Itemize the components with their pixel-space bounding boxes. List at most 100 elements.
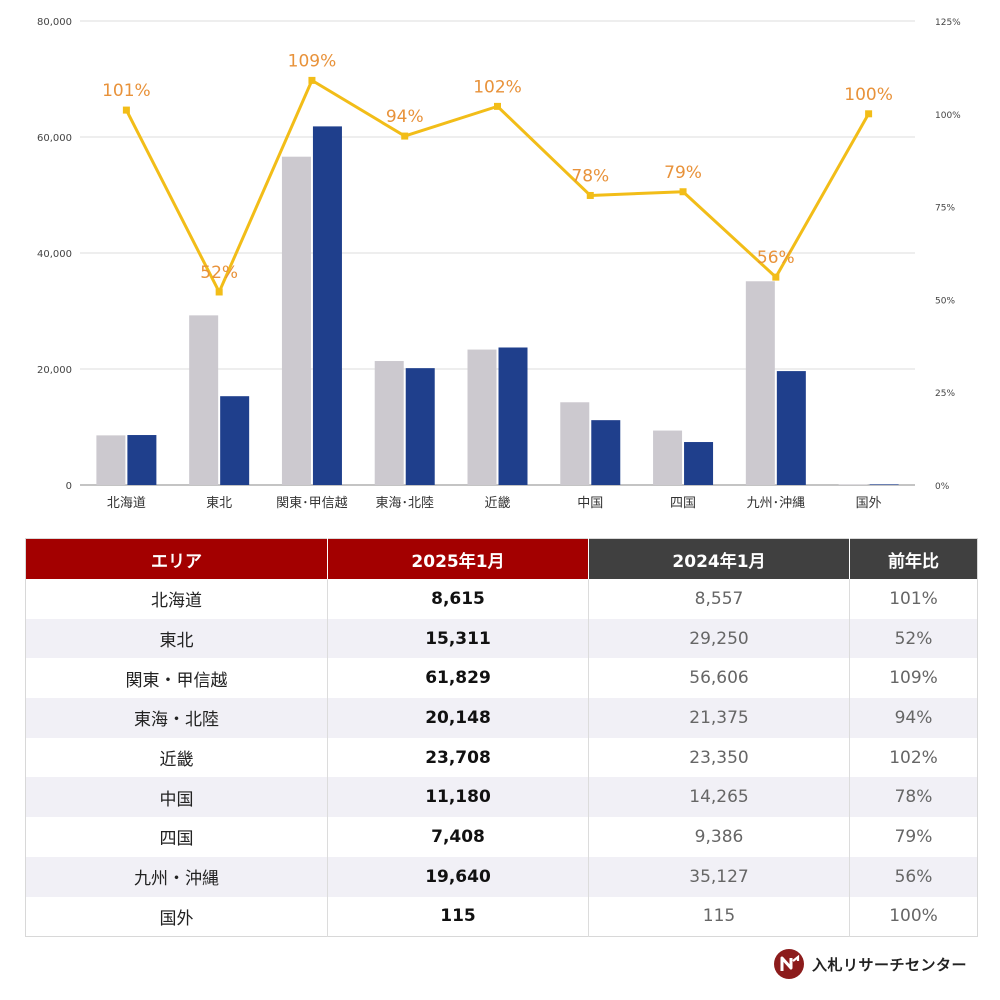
bar-line-chart: 0 20,000 40,000 60,000 80,000 0% 25% 50% 75% 100%… [37, 17, 961, 511]
cell-2025: 8,615 [327, 579, 589, 619]
yoy-point [772, 273, 780, 281]
x-tick-label: 東北 [206, 495, 232, 511]
table-row: 四国 7,408 9,386 79% [25, 817, 978, 857]
table-row: 東海・北陸 20,148 21,375 94% [25, 698, 978, 738]
yoy-point [215, 288, 223, 296]
bar-2025 [869, 484, 899, 485]
yoy-point [494, 102, 501, 110]
cell-yoy: 101% [889, 588, 938, 609]
yoy-data-label: 109% [288, 51, 337, 71]
bar-2025 [127, 435, 157, 485]
cell-2024: 14,265 [588, 777, 850, 818]
bar-2025 [684, 442, 714, 485]
bar-2025 [312, 126, 342, 486]
bar-2025 [498, 347, 528, 485]
cell-2025: 19,640 [327, 856, 589, 897]
x-tick-label: 中国 [577, 496, 603, 511]
cell-2024: 8,557 [588, 579, 850, 619]
table-row: 東北 15,311 29,250 52% [25, 618, 978, 659]
cell-2025: 11,180 [327, 777, 589, 818]
y-tick-label: 40,000 [37, 249, 72, 260]
cell-area: 関東・甲信越 [25, 658, 328, 699]
cell-2025: 7,408 [327, 817, 589, 857]
data-table: エリア 2025年1月 2024年1月 前年比 北海道 8,615 8,557 101… [25, 538, 978, 938]
cell-2024: 9,386 [588, 817, 850, 857]
bar-2025 [776, 371, 806, 485]
cell-yoy: 78% [849, 777, 978, 818]
table-row: 関東・甲信越 61,829 56,606 109% [25, 658, 978, 699]
y2-tick-label: 125% [935, 18, 961, 28]
cell-2024: 21,375 [588, 698, 850, 738]
yoy-data-label: 102% [473, 77, 522, 97]
bar-2024 [745, 281, 775, 485]
nyusatsu-logo-icon [774, 949, 804, 979]
brand-logo: 入札リサーチセンター [774, 949, 967, 979]
yoy-point [401, 132, 409, 140]
y-tick-label: 60,000 [37, 133, 72, 144]
cell-area: 近畿 [25, 737, 328, 778]
bar-2025 [591, 420, 621, 485]
y2-tick-label: 25% [935, 389, 955, 399]
x-tick-label: 四国 [670, 496, 696, 511]
x-tick-label: 九州･沖縄 [747, 496, 806, 511]
table-row: 北海道 8,615 8,557 101% [25, 579, 978, 619]
yoy-data-label: 79% [664, 163, 702, 183]
yoy-data-label: 78% [571, 166, 609, 186]
bar-2024 [653, 430, 683, 485]
table-row: 国外 115 115 100% [25, 896, 978, 937]
yoy-data-label: 52% [200, 263, 238, 283]
logo-text: 入札リサーチセンター [812, 955, 968, 974]
cell-area: 東北 [25, 618, 328, 659]
yoy-point [865, 110, 873, 118]
y2-tick-label: 75% [935, 204, 955, 214]
cell-area: 九州・沖縄 [25, 856, 328, 897]
x-tick-label: 東海･北陸 [375, 495, 434, 511]
y2-tick-label: 100% [935, 111, 961, 121]
y2-tick-label: 50% [935, 296, 955, 306]
yoy-data-label: 100% [844, 85, 893, 105]
cell-2024: 56,606 [588, 658, 850, 699]
cell-2025: 115 [327, 896, 589, 937]
cell-2025: 20,148 [327, 698, 589, 738]
yoy-data-label: 56% [757, 248, 795, 268]
bar-2024 [374, 361, 404, 485]
yoy-point [122, 106, 130, 114]
cell-2024: 115 [588, 896, 850, 937]
y-tick-label: 20,000 [37, 365, 72, 376]
cell-2024: 29,250 [588, 618, 850, 659]
bar-2024 [838, 484, 868, 485]
cell-area: 国外 [25, 896, 328, 937]
table-row: 九州・沖縄 19,640 35,127 56% [25, 856, 978, 897]
x-tick-label: 国外 [856, 496, 882, 511]
bar-2025 [220, 396, 250, 485]
yoy-data-label: 94% [386, 107, 424, 127]
x-tick-label: 北海道 [107, 496, 146, 511]
cell-yoy: 52% [849, 618, 978, 659]
cell-area: 東海・北陸 [25, 698, 328, 738]
table-row: 中国 11,180 14,265 78% [25, 777, 978, 818]
bar-2024 [189, 315, 219, 485]
bar-2024 [560, 402, 590, 485]
header-area: エリア [25, 538, 328, 579]
bar-2024 [467, 349, 497, 485]
data-table-container: エリア 2025年1月 2024年1月 前年比 北海道 8,615 8,557 101… [25, 538, 978, 938]
cell-2024: 23,350 [588, 737, 850, 778]
cell-yoy: 109% [889, 668, 938, 689]
cell-2025: 15,311 [327, 618, 589, 659]
header-yoy: 前年比 [849, 538, 978, 579]
cell-area: 北海道 [25, 579, 328, 619]
cell-area: 中国 [25, 777, 328, 818]
table-header-row: エリア 2025年1月 2024年1月 前年比 [25, 538, 978, 579]
yoy-point [586, 191, 594, 199]
table-row: 近畿 23,708 23,350 102% [25, 737, 978, 778]
yoy-point [308, 76, 316, 84]
bar-2024 [281, 156, 311, 486]
header-2024: 2024年1月 [588, 538, 850, 579]
cell-yoy: 94% [849, 698, 978, 738]
cell-yoy: 56% [849, 856, 978, 897]
x-tick-label: 近畿 [484, 496, 510, 511]
header-2025: 2025年1月 [327, 538, 589, 579]
cell-2025: 23,708 [327, 737, 589, 778]
yoy-point [679, 188, 687, 196]
y2-tick-label: 0% [935, 482, 950, 492]
